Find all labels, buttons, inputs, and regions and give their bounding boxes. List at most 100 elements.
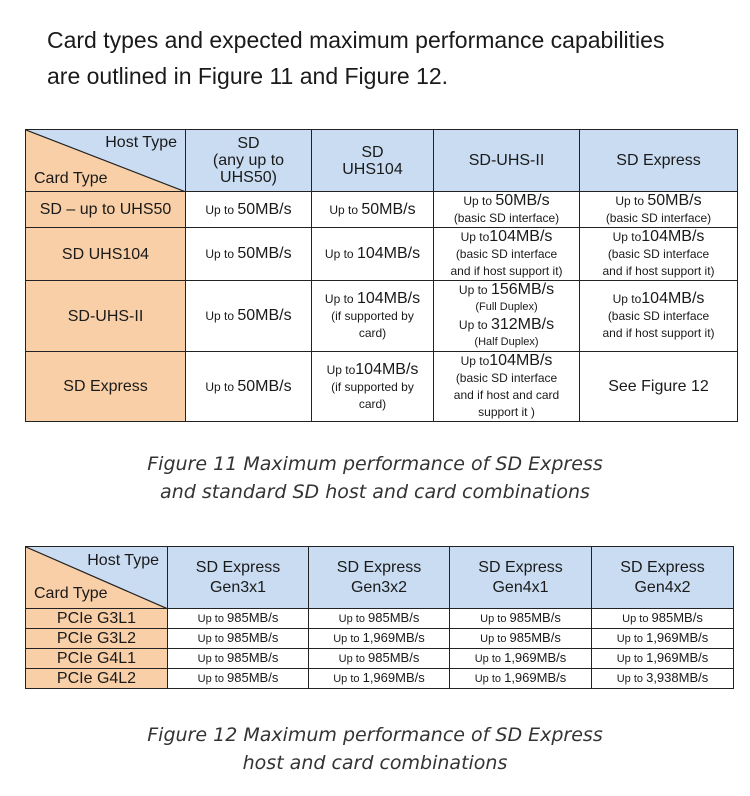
header-line: Gen3x2 — [350, 578, 408, 596]
figure-11-table: Host Type Card Type SD (any up to UHS50)… — [25, 129, 738, 422]
prefix: Up to — [615, 194, 648, 208]
note: (basic SD interface — [607, 247, 710, 261]
table-row: SD – up to UHS50 Up to 50MB/s Up to 50MB… — [25, 191, 738, 228]
corner-card-type: Card Type — [34, 170, 108, 187]
row-header: SD UHS104 — [25, 227, 186, 281]
figure-11-caption: Figure 11 Maximum performance of SD Expr… — [0, 450, 750, 506]
table-cell: Up to 1,969MB/s — [449, 668, 592, 689]
table-row: SD UHS104 Up to 50MB/s Up to 104MB/s Up … — [25, 227, 738, 281]
table-cell: Up to 3,938MB/s — [591, 668, 734, 689]
value: 985MB/s — [509, 630, 561, 645]
note: card) — [358, 396, 387, 411]
table-cell: Up to 156MB/s (Full Duplex) Up to 312MB/… — [433, 280, 580, 352]
corner-card-type: Card Type — [34, 585, 108, 602]
prefix: Up to — [480, 613, 510, 625]
intro-line-1: Card types and expected maximum performa… — [47, 27, 665, 53]
table-cell: Up to 985MB/s — [308, 608, 450, 629]
value: 50MB/s — [647, 192, 702, 209]
prefix: Up to — [463, 194, 496, 208]
header-line: Gen4x2 — [634, 578, 691, 596]
note: (basic SD interface) — [453, 211, 560, 225]
value: 1,969MB/s — [504, 650, 567, 665]
value: 50MB/s — [237, 307, 292, 324]
note: (basic SD interface — [455, 247, 558, 261]
value: 985MB/s — [651, 610, 703, 625]
value: 104MB/s — [489, 228, 553, 245]
note: (if supported by — [331, 379, 414, 394]
table-cell: Up to 50MB/s — [185, 227, 312, 281]
value: 50MB/s — [237, 377, 292, 395]
table2-corner-cell: Host Type Card Type — [25, 546, 168, 609]
prefix: Up to — [480, 633, 510, 645]
prefix: Up to — [458, 283, 491, 297]
value: 985MB/s — [227, 610, 279, 625]
table-cell: Up to 985MB/s — [449, 608, 592, 629]
table-cell: Up to104MB/s (basic SD interface and if … — [433, 227, 580, 281]
col-header-gen3x2: SD Express Gen3x2 — [308, 546, 450, 609]
table-cell: Up to 1,969MB/s — [449, 648, 592, 669]
caption-line-1: Figure 11 Maximum performance of SD Expr… — [147, 453, 603, 475]
caption-line-2: host and card combinations — [242, 752, 508, 774]
value: 104MB/s — [356, 245, 421, 262]
prefix: Up to — [616, 653, 647, 665]
table1-corner-cell: Host Type Card Type — [25, 129, 186, 192]
intro-line-2: are outlined in Figure 11 and Figure 12. — [47, 63, 449, 89]
table-cell: Up to 985MB/s — [591, 608, 734, 629]
table-cell: Up to 104MB/s — [311, 227, 434, 281]
note: (Full Duplex) — [475, 301, 538, 313]
table-cell: Up to 985MB/s — [167, 668, 309, 689]
value: 1,969MB/s — [362, 670, 425, 685]
table-cell: Up to104MB/s (basic SD interface and if … — [579, 280, 738, 352]
diagonal-divider — [26, 547, 167, 608]
value: 50MB/s — [495, 192, 550, 209]
value: 104MB/s — [641, 228, 705, 245]
prefix: Up to — [205, 202, 238, 217]
header-line: Gen3x1 — [209, 578, 267, 596]
note: support it ) — [478, 405, 535, 419]
prefix: Up to — [326, 362, 356, 377]
prefix: Up to — [205, 247, 238, 261]
row-header: PCIe G4L2 — [25, 668, 168, 689]
table-cell: Up to 1,969MB/s — [591, 628, 734, 649]
value: 312MB/s — [490, 316, 555, 333]
row-header: PCIe G3L1 — [25, 608, 168, 629]
note: (basic SD interface — [455, 371, 558, 385]
prefix: Up to — [338, 613, 369, 625]
header-line: UHS50) — [220, 169, 277, 186]
value: 104MB/s — [641, 290, 705, 307]
prefix: Up to — [205, 309, 238, 323]
row-header: SD Express — [25, 351, 186, 422]
table-cell: Up to104MB/s (if supported by card) — [311, 351, 434, 422]
table-cell: Up to 985MB/s — [167, 648, 309, 669]
row-header: PCIe G4L1 — [25, 648, 168, 669]
note: (Half Duplex) — [474, 336, 539, 348]
table-row: PCIe G4L2 Up to 985MB/s Up to 1,969MB/s … — [25, 668, 734, 689]
figure-12-table: Host Type Card Type SD Express Gen3x1 SD… — [25, 546, 734, 689]
header-line: (any up to — [212, 152, 285, 169]
prefix: Up to — [197, 673, 228, 685]
col-header-sd-uhs-ii: SD-UHS-II — [433, 129, 580, 192]
table-cell: Up to 985MB/s — [167, 608, 309, 629]
value: 1,969MB/s — [646, 630, 709, 645]
value: 50MB/s — [361, 200, 416, 218]
corner-host-type: Host Type — [105, 134, 177, 151]
prefix: Up to — [197, 633, 228, 645]
table-cell: Up to 50MB/s (basic SD interface) — [433, 191, 580, 228]
prefix: Up to — [474, 653, 505, 665]
prefix: Up to — [460, 354, 490, 368]
value: 104MB/s — [356, 290, 421, 307]
caption-line-2: and standard SD host and card combinatio… — [160, 481, 590, 503]
intro-paragraph: Card types and expected maximum performa… — [47, 22, 727, 94]
col-header-sd-uhs104: SD UHS104 — [311, 129, 434, 192]
prefix: Up to — [333, 673, 363, 685]
note: and if host support it) — [450, 264, 563, 278]
table-cell: Up to 985MB/s — [308, 648, 450, 669]
table-cell: Up to 50MB/s (basic SD interface) — [579, 191, 738, 228]
prefix: Up to — [612, 230, 642, 244]
table-cell: Up to 1,969MB/s — [308, 628, 450, 649]
table-cell: Up to 50MB/s — [185, 351, 312, 422]
table-cell: Up to 1,969MB/s — [308, 668, 450, 689]
note: and if host support it) — [602, 326, 715, 340]
prefix: Up to — [622, 613, 652, 625]
figure-12-caption: Figure 12 Maximum performance of SD Expr… — [0, 721, 750, 777]
